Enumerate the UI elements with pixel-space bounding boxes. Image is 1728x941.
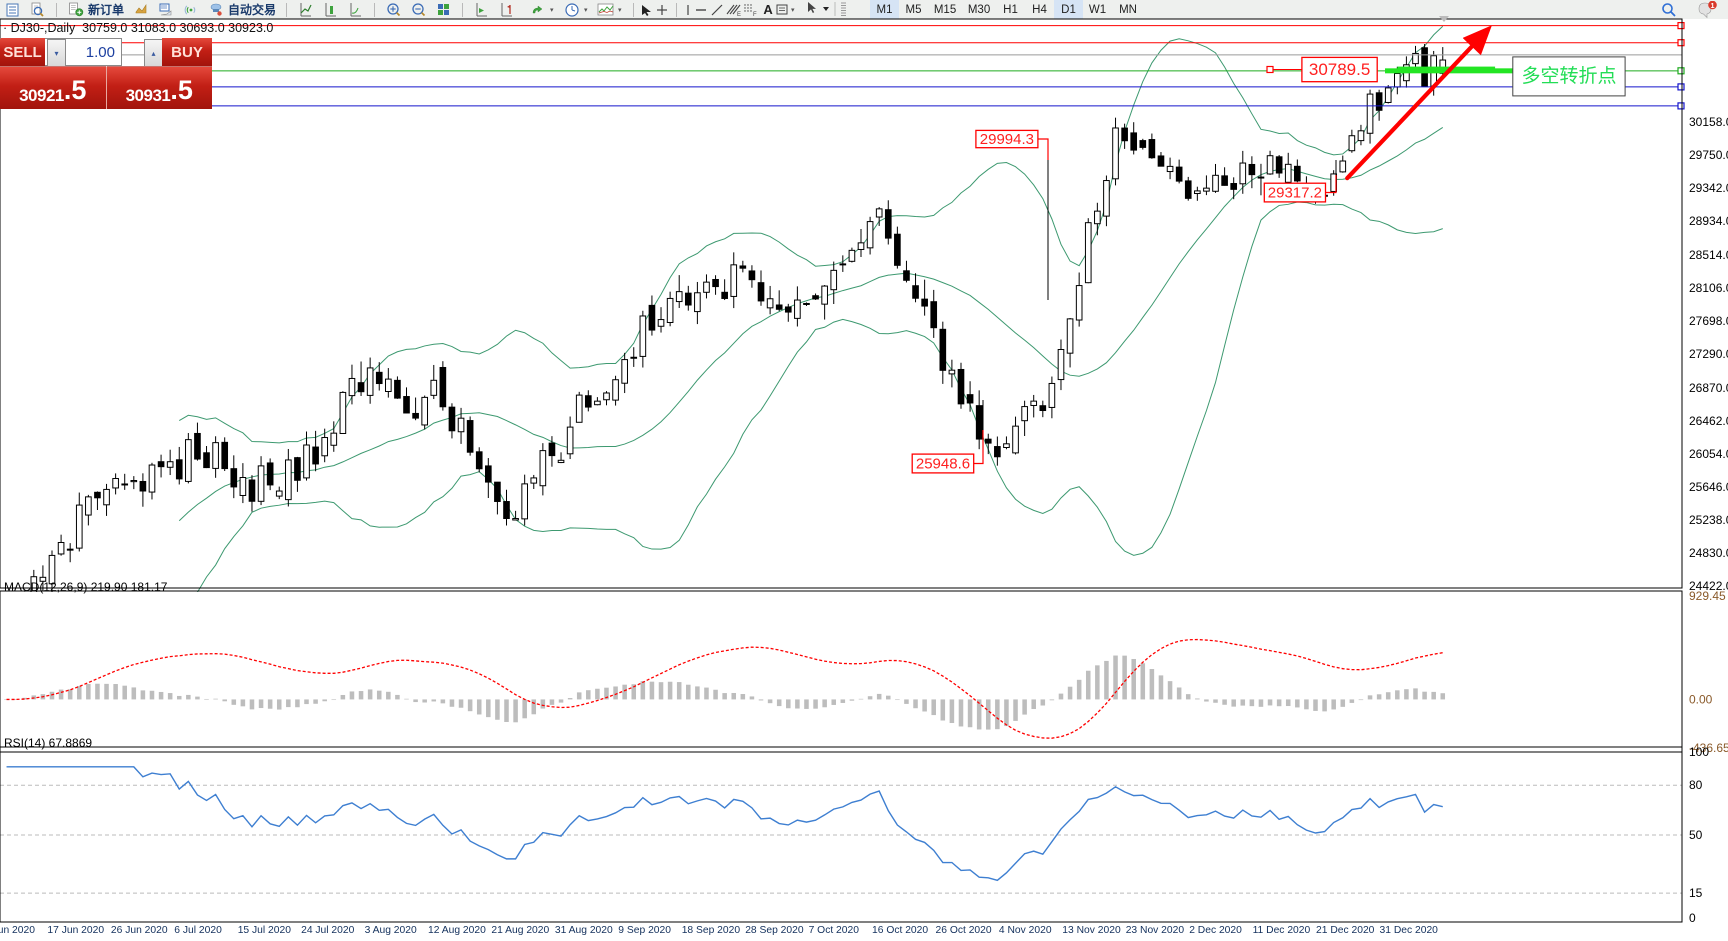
svg-text:30789.5: 30789.5 bbox=[1309, 60, 1370, 79]
svg-text:11 Dec 2020: 11 Dec 2020 bbox=[1253, 925, 1311, 936]
svg-text:21 Dec 2020: 21 Dec 2020 bbox=[1316, 925, 1375, 936]
svg-text:31 Aug 2020: 31 Aug 2020 bbox=[555, 925, 613, 936]
svg-text:17 Jun 2020: 17 Jun 2020 bbox=[47, 925, 104, 936]
svg-text:31 Dec 2020: 31 Dec 2020 bbox=[1380, 925, 1439, 936]
svg-text:25646.0: 25646.0 bbox=[1689, 480, 1728, 494]
svg-text:28 Sep 2020: 28 Sep 2020 bbox=[745, 925, 804, 936]
svg-text:26870.0: 26870.0 bbox=[1689, 381, 1728, 395]
svg-text:RSI(14) 67.8869: RSI(14) 67.8869 bbox=[4, 736, 92, 750]
svg-text:MACD(12,26,9) 219.90 181.17: MACD(12,26,9) 219.90 181.17 bbox=[4, 580, 168, 594]
svg-text:多空转折点: 多空转折点 bbox=[1521, 65, 1616, 87]
svg-text:23 Nov 2020: 23 Nov 2020 bbox=[1126, 925, 1185, 936]
svg-text:3 Aug 2020: 3 Aug 2020 bbox=[365, 925, 417, 936]
svg-text:29342.0: 29342.0 bbox=[1689, 181, 1728, 195]
svg-text:26054.0: 26054.0 bbox=[1689, 447, 1728, 461]
svg-text:929.45: 929.45 bbox=[1689, 589, 1726, 603]
svg-text:28514.0: 28514.0 bbox=[1689, 248, 1728, 262]
svg-text:16 Oct 2020: 16 Oct 2020 bbox=[872, 925, 928, 936]
svg-text:50: 50 bbox=[1689, 828, 1703, 842]
svg-text:26462.0: 26462.0 bbox=[1689, 414, 1728, 428]
svg-text:30158.0: 30158.0 bbox=[1689, 115, 1728, 129]
svg-text:13 Nov 2020: 13 Nov 2020 bbox=[1062, 925, 1121, 936]
svg-text:29750.0: 29750.0 bbox=[1689, 148, 1728, 162]
svg-text:24830.0: 24830.0 bbox=[1689, 546, 1728, 560]
svg-text:29317.2: 29317.2 bbox=[1268, 185, 1322, 202]
svg-text:27290.0: 27290.0 bbox=[1689, 347, 1728, 361]
svg-text:80: 80 bbox=[1689, 778, 1703, 792]
svg-text:100: 100 bbox=[1689, 745, 1709, 759]
svg-text:26 Jun 2020: 26 Jun 2020 bbox=[111, 925, 168, 936]
svg-text:0: 0 bbox=[1689, 911, 1696, 925]
svg-text:12 Aug 2020: 12 Aug 2020 bbox=[428, 925, 486, 936]
svg-text:27698.0: 27698.0 bbox=[1689, 314, 1728, 328]
svg-text:18 Sep 2020: 18 Sep 2020 bbox=[682, 925, 741, 936]
svg-text:24 Jul 2020: 24 Jul 2020 bbox=[301, 925, 355, 936]
svg-text:29994.3: 29994.3 bbox=[980, 131, 1034, 148]
svg-text:4 Nov 2020: 4 Nov 2020 bbox=[999, 925, 1052, 936]
svg-text:28934.0: 28934.0 bbox=[1689, 214, 1728, 228]
svg-text:25948.6: 25948.6 bbox=[916, 455, 970, 472]
svg-text:2 Dec 2020: 2 Dec 2020 bbox=[1189, 925, 1242, 936]
svg-text:8 Jun 2020: 8 Jun 2020 bbox=[0, 925, 35, 936]
svg-text:F: F bbox=[753, 12, 757, 17]
svg-text:7 Oct 2020: 7 Oct 2020 bbox=[809, 925, 860, 936]
svg-text:1: 1 bbox=[1710, 1, 1714, 10]
svg-text:21 Aug 2020: 21 Aug 2020 bbox=[491, 925, 549, 936]
svg-text:6 Jul 2020: 6 Jul 2020 bbox=[174, 925, 222, 936]
svg-text:26 Oct 2020: 26 Oct 2020 bbox=[936, 925, 992, 936]
svg-text:9 Sep 2020: 9 Sep 2020 bbox=[618, 925, 671, 936]
svg-text:15 Jul 2020: 15 Jul 2020 bbox=[238, 925, 292, 936]
svg-text:0.00: 0.00 bbox=[1689, 692, 1713, 706]
svg-text:E: E bbox=[737, 12, 741, 17]
svg-text:28106.0: 28106.0 bbox=[1689, 281, 1728, 295]
svg-text:25238.0: 25238.0 bbox=[1689, 513, 1728, 527]
svg-text:15: 15 bbox=[1689, 886, 1703, 900]
